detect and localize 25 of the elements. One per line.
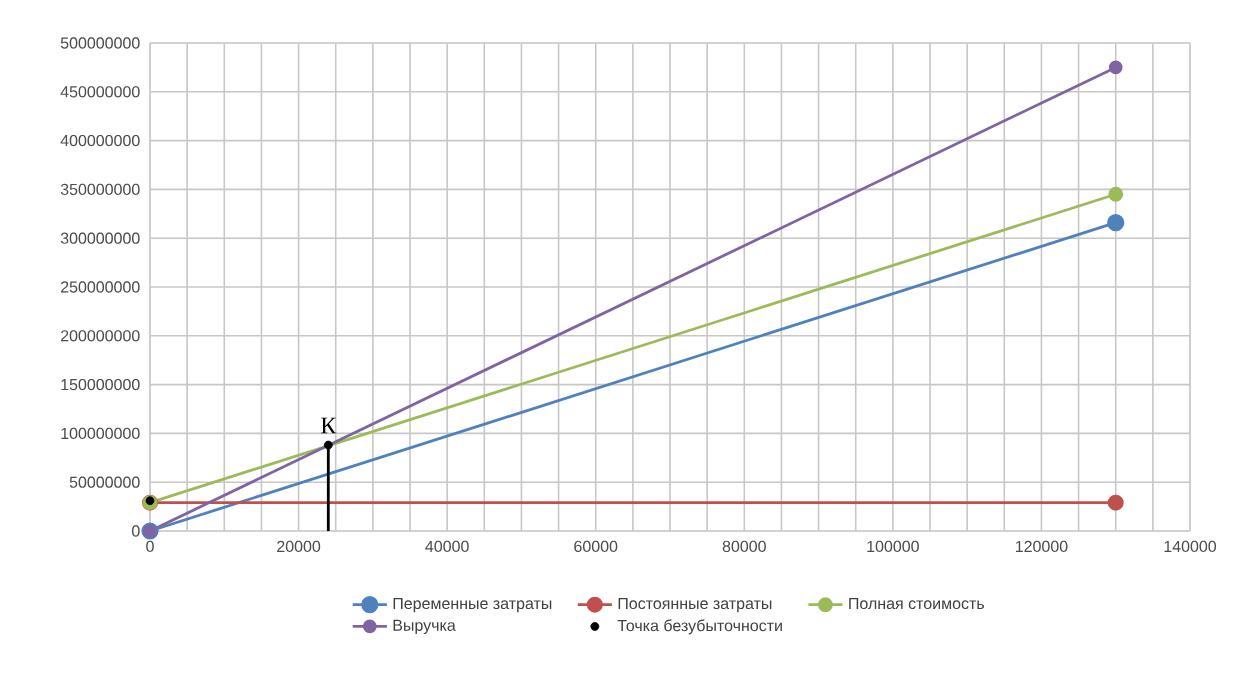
y-tick-label: 450000000 — [60, 86, 140, 98]
annotation: К — [320, 417, 337, 434]
y-tick-label: 250000000 — [61, 281, 140, 293]
y-tick-label: 500000000 — [60, 37, 140, 49]
y-tick-label: 100000000 — [61, 427, 140, 440]
legend-label: Переменные затраты — [393, 597, 552, 613]
legend-label: Полная стоимость — [849, 597, 985, 610]
x-tick-label: 60000 — [574, 540, 618, 553]
y-tick-label: 0 — [132, 525, 140, 537]
y-tick-label: 300000000 — [60, 232, 140, 244]
x-tick-label: 120000 — [1015, 540, 1068, 553]
y-tick-label: 50000000 — [69, 476, 140, 488]
y-tick-label: 400000000 — [60, 134, 140, 147]
legend-label: Выручка — [393, 619, 456, 635]
x-tick-label: 20000 — [277, 540, 321, 553]
y-tick-label: 150000000 — [61, 378, 140, 391]
x-tick-label: 100000 — [867, 540, 919, 553]
legend-label: Точка безубыточности — [617, 619, 782, 635]
y-tick-label: 350000000 — [60, 183, 140, 196]
legend-label: Постоянные затраты — [618, 597, 772, 613]
x-tick-label: 140000 — [1164, 540, 1217, 553]
x-tick-label: 80000 — [722, 540, 766, 553]
y-tick-label: 200000000 — [61, 330, 140, 342]
x-tick-label: 40000 — [425, 540, 469, 553]
x-tick-label: 0 — [146, 540, 154, 553]
